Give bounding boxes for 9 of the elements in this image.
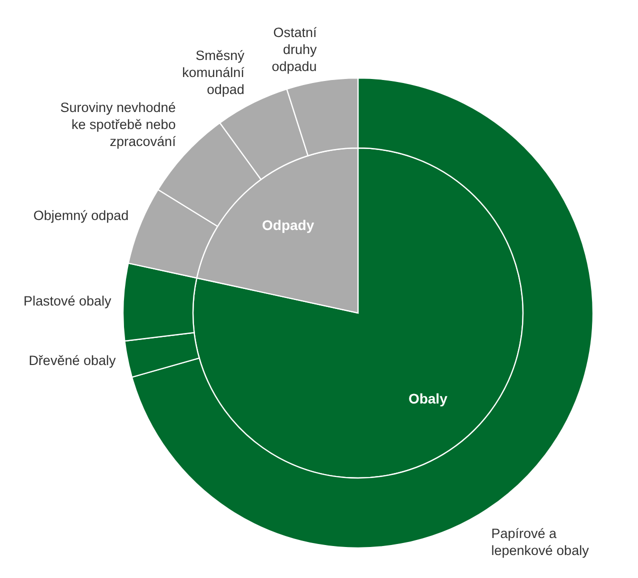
slice-label: Obaly <box>408 390 448 406</box>
slice-label: Dřevěné obaly <box>28 352 116 368</box>
slice-label: Ostatní druhy odpadu <box>272 24 317 74</box>
slice-label: Suroviny nevhodné ke spotřebě nebo zpracování <box>60 100 176 149</box>
slice-label: Papírové a lepenkové obaly <box>491 526 590 558</box>
slice-label: Objemný odpad <box>33 208 129 224</box>
slice-label: Odpady <box>262 217 314 233</box>
slice-label: Plastové obaly <box>23 294 112 309</box>
slice-label: Směsný komunální odpad <box>182 48 245 98</box>
